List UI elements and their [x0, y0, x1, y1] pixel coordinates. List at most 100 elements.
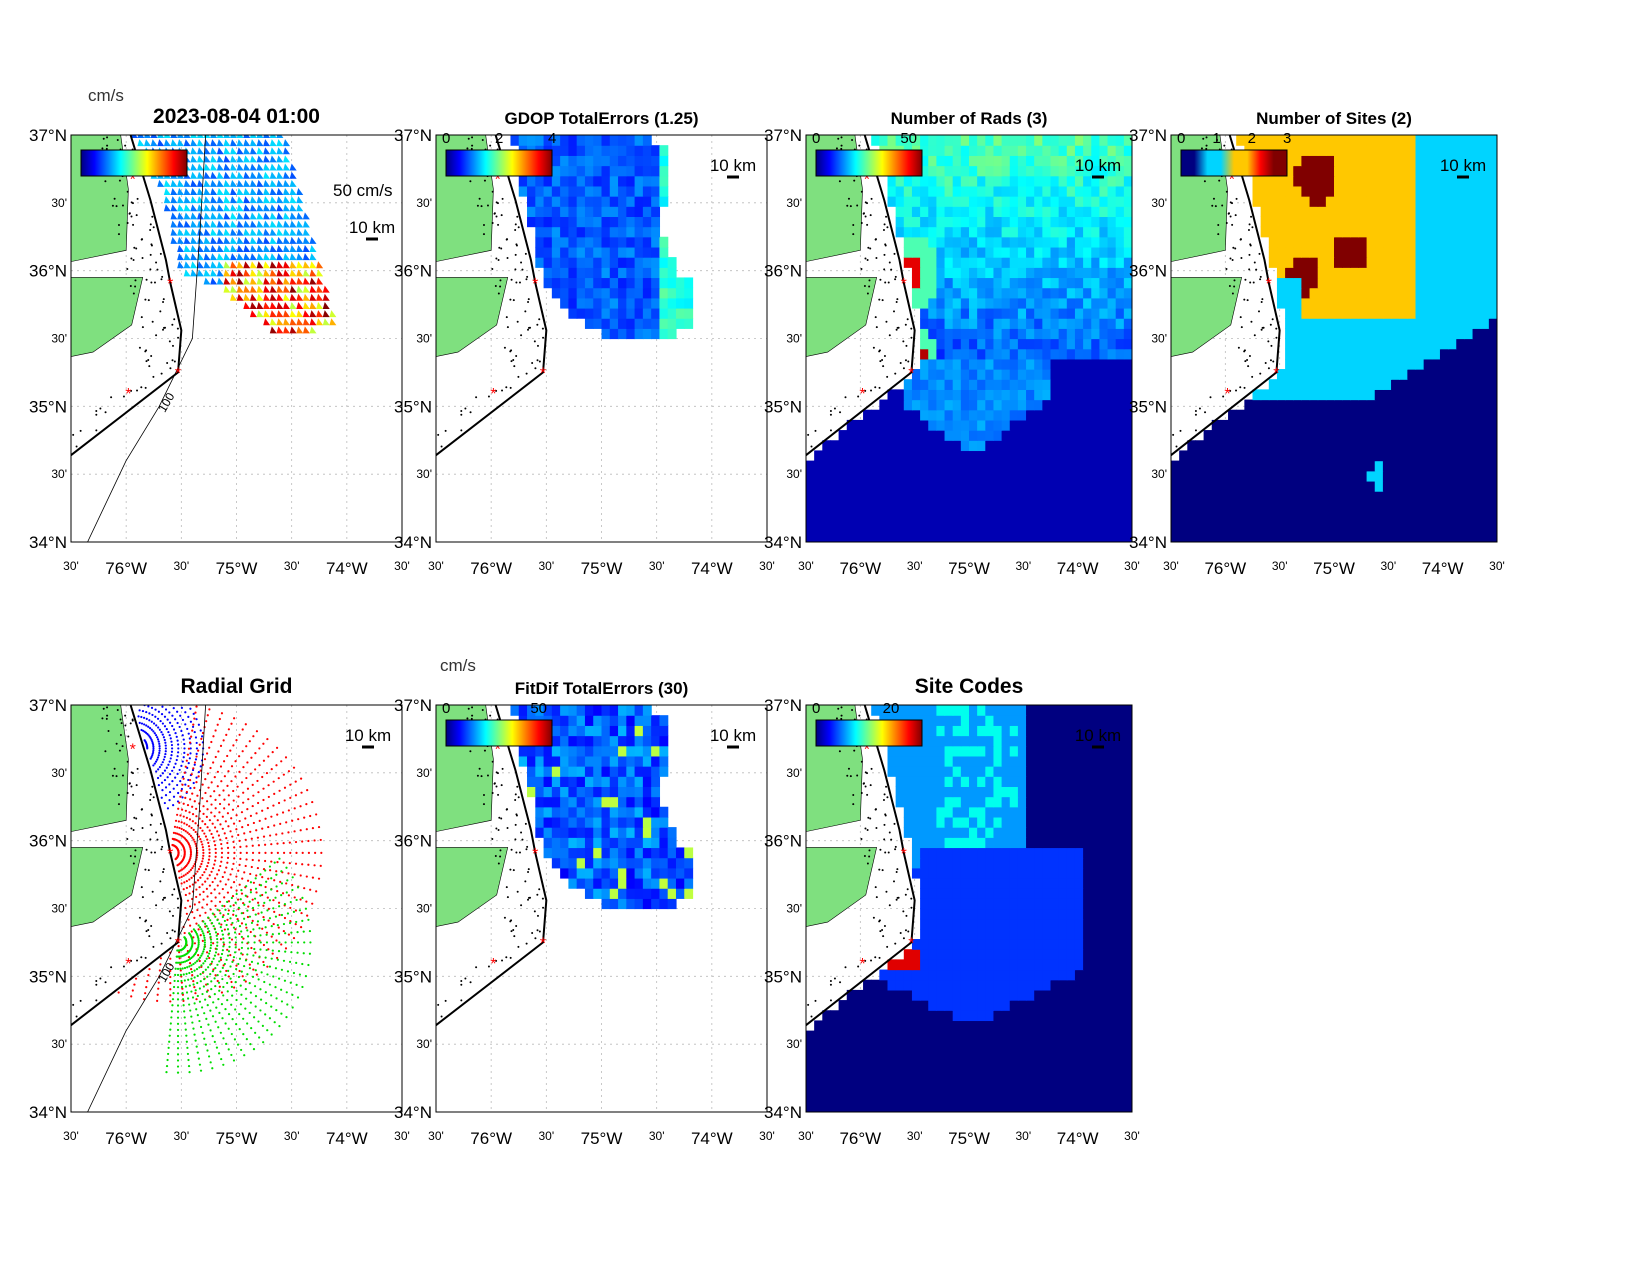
- vector-arrow: [249, 135, 257, 138]
- radial-point: [172, 795, 176, 798]
- data-cell: [969, 155, 978, 167]
- data-cell: [1488, 491, 1497, 502]
- data-cell: [1123, 399, 1132, 411]
- data-cell: [1342, 155, 1351, 167]
- data-cell: [846, 419, 856, 431]
- radial-point: [207, 861, 210, 864]
- data-cell: [1423, 460, 1433, 472]
- data-cell: [1439, 430, 1449, 441]
- radial-point: [180, 882, 183, 885]
- data-cell: [1317, 226, 1327, 238]
- data-cell: [1195, 450, 1205, 462]
- radial-point: [216, 785, 219, 788]
- data-cell: [1026, 236, 1035, 248]
- island-dot: [1229, 215, 1232, 218]
- vector-arrow: [230, 171, 238, 179]
- data-cell: [1415, 318, 1425, 329]
- data-cell: [1488, 409, 1497, 421]
- data-cell: [1074, 419, 1084, 431]
- data-cell: [1058, 155, 1068, 167]
- data-cell: [1228, 521, 1237, 533]
- data-cell: [1236, 460, 1245, 472]
- data-cell: [1066, 297, 1076, 309]
- data-cell: [895, 511, 905, 523]
- data-cell: [911, 257, 921, 268]
- data-cell: [618, 307, 627, 319]
- data-cell: [1366, 165, 1376, 177]
- data-cell: [1099, 440, 1109, 452]
- data-cell: [928, 409, 937, 421]
- vector-arrow: [309, 261, 317, 269]
- data-cell: [1252, 470, 1262, 482]
- data-cell: [1399, 145, 1408, 156]
- vector-arrow: [150, 139, 158, 147]
- data-cell: [1091, 236, 1100, 248]
- data-cell: [1309, 501, 1319, 513]
- vector-arrow: [296, 196, 304, 204]
- data-cell: [642, 267, 652, 279]
- radial-point: [201, 783, 204, 786]
- data-cell: [1107, 145, 1117, 156]
- vector-arrow: [256, 277, 264, 285]
- data-cell: [584, 175, 594, 187]
- radial-point: [269, 834, 272, 837]
- radial-point: [195, 807, 198, 810]
- vector-arrow: [216, 171, 224, 179]
- data-cell: [944, 226, 954, 238]
- data-cell: [1091, 521, 1100, 533]
- data-cell: [601, 206, 611, 217]
- data-cell: [1317, 450, 1327, 462]
- vector-arrow: [216, 220, 224, 228]
- x-tick-label: 75°W: [581, 559, 623, 578]
- radial-point: [232, 881, 236, 884]
- radial-point: [150, 720, 153, 723]
- data-cell: [1228, 531, 1237, 542]
- island-dot: [810, 445, 813, 448]
- island-dot: [514, 223, 517, 226]
- data-cell: [560, 287, 569, 299]
- data-cell: [1268, 501, 1278, 513]
- data-cell: [1456, 297, 1465, 309]
- data-cell: [1285, 277, 1294, 289]
- data-cell: [1001, 338, 1011, 350]
- island-dot: [527, 328, 530, 331]
- data-cell: [1099, 409, 1109, 421]
- data-cell: [814, 470, 823, 482]
- radial-point: [262, 904, 265, 907]
- data-cell: [1009, 531, 1019, 542]
- data-cell: [1472, 155, 1482, 167]
- radial-point: [208, 874, 211, 877]
- radial-point: [175, 758, 178, 762]
- island-dot: [864, 215, 867, 218]
- island-dot: [460, 413, 463, 416]
- data-cell: [1382, 399, 1392, 411]
- data-cell: [911, 389, 921, 401]
- data-cell: [568, 236, 578, 248]
- data-cell: [1083, 430, 1092, 441]
- data-cell: [1423, 379, 1433, 390]
- data-cell: [1123, 521, 1132, 533]
- data-cell: [1219, 511, 1229, 523]
- radial-point: [238, 969, 241, 973]
- data-cell: [944, 206, 954, 217]
- data-cell: [1301, 185, 1311, 197]
- data-cell: [543, 277, 553, 289]
- radial-point: [162, 736, 165, 739]
- data-cell: [1488, 307, 1497, 319]
- data-cell: [1001, 491, 1011, 502]
- vector-arrow: [236, 285, 244, 293]
- data-cell: [920, 389, 929, 401]
- vector-arrow: [256, 228, 264, 236]
- data-cell: [1066, 369, 1076, 380]
- data-cell: [1228, 430, 1237, 441]
- data-cell: [1099, 419, 1109, 431]
- data-cell: [1285, 399, 1294, 411]
- radial-point: [246, 761, 249, 764]
- y-tick-label: 34°N: [764, 533, 802, 552]
- data-cell: [1456, 145, 1465, 156]
- data-cell: [993, 501, 1003, 513]
- island-dot: [874, 316, 877, 319]
- data-cell: [684, 318, 694, 329]
- data-cell: [1350, 267, 1360, 279]
- vector-arrow: [263, 220, 271, 228]
